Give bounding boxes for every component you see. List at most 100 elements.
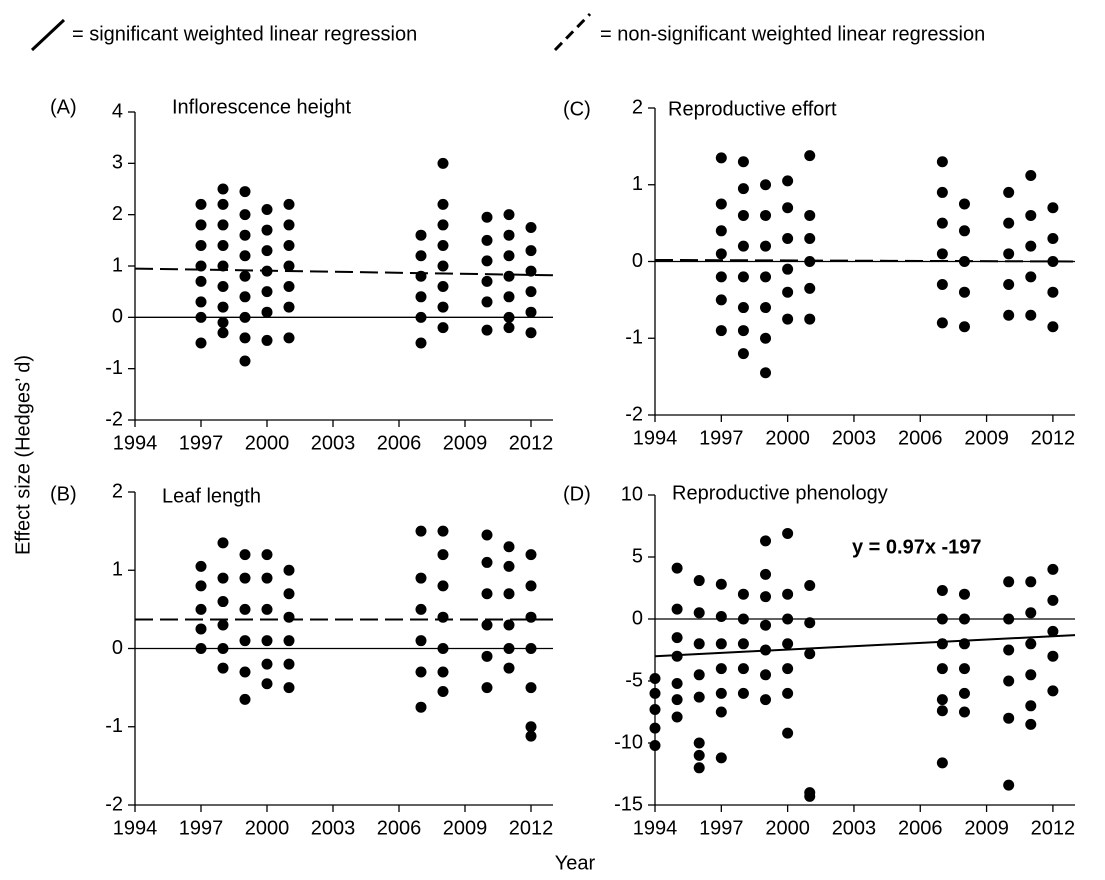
data-point <box>239 250 251 262</box>
x-tick-label: 2012 <box>1031 427 1076 449</box>
data-point <box>958 286 970 298</box>
x-tick-label: 1994 <box>113 817 158 839</box>
data-point <box>693 669 705 681</box>
data-point <box>671 562 683 574</box>
y-tick-label: 0 <box>112 637 123 659</box>
data-point <box>693 638 705 650</box>
data-point <box>195 198 207 210</box>
data-point <box>261 334 273 346</box>
x-tick-label: 2006 <box>898 427 943 449</box>
data-point <box>737 348 749 360</box>
data-point <box>415 701 427 713</box>
data-point <box>760 535 772 547</box>
data-point <box>936 613 948 625</box>
x-tick-label: 2003 <box>311 432 356 454</box>
y-tick-label: -1 <box>105 357 123 379</box>
data-point <box>503 619 515 631</box>
data-point <box>1047 650 1059 662</box>
data-point <box>1003 675 1015 687</box>
data-point <box>217 198 229 210</box>
data-point <box>760 367 772 379</box>
data-point <box>437 219 449 231</box>
data-point <box>804 648 816 660</box>
data-point <box>283 260 295 272</box>
data-point <box>936 705 948 717</box>
data-point <box>760 179 772 191</box>
data-point <box>737 687 749 699</box>
data-point <box>481 255 493 267</box>
data-point <box>1025 240 1037 252</box>
data-point <box>525 245 537 257</box>
data-point <box>195 219 207 231</box>
data-point <box>239 186 251 198</box>
data-point <box>525 265 537 277</box>
x-tick-label: 2003 <box>832 427 877 449</box>
data-point <box>195 239 207 251</box>
data-point <box>1025 271 1037 283</box>
data-point <box>936 156 948 168</box>
data-point <box>239 270 251 282</box>
x-tick-label: 2006 <box>898 817 943 839</box>
panel-title: Reproductive phenology <box>672 482 888 504</box>
data-point <box>936 584 948 596</box>
data-point <box>217 281 229 293</box>
data-point <box>481 619 493 631</box>
x-tick-label: 1997 <box>699 427 744 449</box>
data-point <box>782 202 794 214</box>
data-point <box>737 183 749 195</box>
data-point <box>525 682 537 694</box>
data-point <box>503 560 515 572</box>
data-point <box>415 337 427 349</box>
x-tick-label: 2000 <box>765 427 810 449</box>
y-tick-label: -2 <box>625 403 643 425</box>
data-point <box>525 730 537 742</box>
data-point <box>195 275 207 287</box>
data-point <box>804 580 816 592</box>
data-point <box>283 658 295 670</box>
data-point <box>760 591 772 603</box>
data-point <box>958 588 970 600</box>
data-point <box>437 239 449 251</box>
data-point <box>437 157 449 169</box>
regression-line <box>134 267 554 277</box>
data-point <box>481 556 493 568</box>
data-point <box>1003 779 1015 791</box>
data-point <box>437 281 449 293</box>
data-point <box>782 175 794 187</box>
data-point <box>415 229 427 241</box>
data-point <box>649 722 661 734</box>
data-point <box>481 296 493 308</box>
data-point <box>804 313 816 325</box>
data-point <box>525 580 537 592</box>
data-point <box>525 611 537 623</box>
y-tick-label: 2 <box>112 480 123 502</box>
data-point <box>715 248 727 260</box>
legend-solid-icon <box>30 18 66 52</box>
data-point <box>1003 712 1015 724</box>
data-point <box>481 682 493 694</box>
panel-label: (C) <box>563 98 591 120</box>
data-point <box>415 291 427 303</box>
x-axis-label: Year <box>555 852 596 874</box>
data-point <box>261 658 273 670</box>
data-point <box>437 643 449 654</box>
data-point <box>217 239 229 251</box>
data-point <box>715 198 727 210</box>
data-point <box>261 678 273 690</box>
data-point <box>217 316 229 328</box>
data-point <box>217 643 229 654</box>
data-point <box>195 580 207 592</box>
data-point <box>804 232 816 244</box>
data-point <box>1025 576 1037 588</box>
y-tick-label: -1 <box>105 715 123 737</box>
data-point <box>804 150 816 162</box>
data-point <box>437 580 449 592</box>
data-point <box>437 525 449 537</box>
data-point <box>481 234 493 246</box>
y-tick-label: -1 <box>625 327 643 349</box>
data-point <box>1003 217 1015 229</box>
data-point <box>737 638 749 650</box>
data-point <box>481 324 493 336</box>
data-point <box>1003 613 1015 625</box>
data-point <box>503 250 515 262</box>
